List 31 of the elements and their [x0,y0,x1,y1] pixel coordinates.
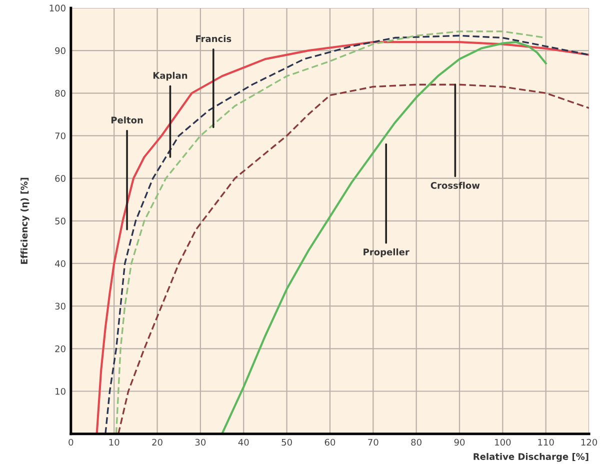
x-tick-label: 110 [538,438,554,446]
y-tick-label: 60 [55,175,66,182]
x-tick-label: 20 [152,438,162,446]
y-axis-title: Efficiency (η) [%] [20,178,30,264]
y-tick-label: 20 [55,345,66,352]
annotation: Crossflow [430,182,480,189]
x-tick-label: 0 [68,438,74,446]
x-axis-title: Relative Discharge [%] [474,452,588,462]
y-tick-label: 90 [55,47,66,54]
y-tick-label: 10 [56,388,66,395]
x-tick-label: 10 [109,438,120,446]
annotation: Propeller [364,248,410,258]
annotation: Kaplan [153,72,188,81]
x-tick-label: 80 [411,438,422,446]
y-tick-label: 80 [55,90,66,97]
x-tick-label: 60 [324,438,336,446]
x-tick-label: 70 [368,438,378,446]
y-tick-label: 70 [55,132,66,140]
x-tick-label: 100 [495,438,511,446]
x-tick-label: 120 [581,438,598,446]
line-series [220,40,547,434]
y-tick-label: 40 [54,260,66,268]
y-tick-label: 100 [50,4,66,12]
annotation: Pelton [111,116,143,124]
x-tick-label: 30 [195,438,206,446]
x-tick-label: 40 [238,438,249,446]
annotation: Francis [196,35,232,42]
y-tick-label: 50 [55,218,66,224]
x-tick-label: 50 [282,438,292,446]
y-tick-label: 30 [55,302,66,310]
x-tick-label: 90 [454,438,465,446]
